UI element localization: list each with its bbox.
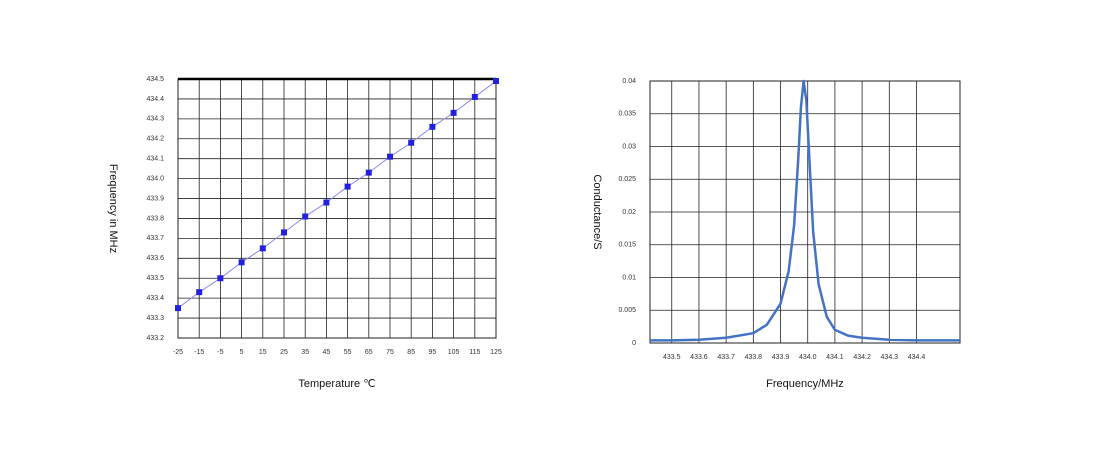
x-tick-label: -5 — [217, 349, 223, 356]
data-point — [281, 229, 287, 236]
data-point — [344, 183, 351, 190]
y-tick-label: 434.2 — [146, 136, 164, 143]
y-tick-label: 0.005 — [618, 307, 636, 314]
y-tick-label: 433.4 — [146, 295, 164, 302]
y-tick-label: 0.025 — [618, 176, 636, 183]
data-point — [471, 93, 478, 100]
x-axis-title: Frequency/MHz — [766, 378, 844, 390]
y-tick-label: 433.6 — [146, 255, 164, 262]
y-tick-label: 434.3 — [146, 116, 164, 123]
x-tick-label: 434.3 — [881, 354, 899, 361]
y-tick-label: 433.2 — [146, 335, 164, 342]
data-point — [238, 259, 245, 266]
x-tick-label: 434.1 — [826, 354, 844, 361]
y-axis-title: Frequency in MHz — [107, 164, 119, 253]
data-point — [429, 123, 436, 130]
data-point — [323, 199, 330, 206]
y-tick-label: 0.03 — [622, 143, 636, 150]
x-tick-label: 65 — [365, 349, 373, 356]
y-tick-label: 0.035 — [618, 111, 636, 118]
data-point — [302, 213, 309, 220]
y-tick-label: 433.3 — [146, 315, 164, 322]
data-point — [493, 77, 499, 84]
y-tick-label: 434.4 — [146, 96, 164, 103]
x-tick-label: 434.0 — [799, 354, 817, 361]
x-tick-label: 433.9 — [772, 354, 790, 361]
x-tick-label: 434.2 — [853, 354, 871, 361]
data-point — [217, 275, 224, 282]
x-axis-title: Temperature ℃ — [298, 378, 375, 390]
plot-frame — [177, 78, 497, 339]
x-tick-label: 35 — [301, 349, 309, 356]
x-tick-label: -25 — [173, 349, 183, 356]
plot-frame — [649, 80, 961, 344]
y-tick-label: 434.5 — [146, 76, 164, 83]
y-tick-label: 0.015 — [618, 242, 636, 249]
x-tick-label: 55 — [344, 349, 352, 356]
series-line — [650, 79, 960, 342]
data-point — [408, 139, 415, 146]
data-point — [175, 305, 181, 312]
x-tick-label: 45 — [323, 349, 331, 356]
x-tick-label: 25 — [280, 349, 288, 356]
x-tick-label: 433.7 — [717, 354, 735, 361]
data-point — [450, 109, 457, 116]
x-tick-label: 433.6 — [690, 354, 708, 361]
y-tick-label: 0.02 — [622, 209, 636, 216]
series-line — [177, 80, 497, 309]
y-tick-label: 433.8 — [146, 215, 164, 222]
x-tick-label: 85 — [407, 349, 415, 356]
x-tick-label: 433.5 — [663, 354, 681, 361]
y-tick-label: 0.01 — [622, 274, 636, 281]
x-tick-label: 15 — [259, 349, 267, 356]
data-point — [259, 245, 266, 252]
x-tick-label: 75 — [386, 349, 394, 356]
y-tick-label: 434.1 — [146, 156, 164, 163]
data-point — [196, 289, 203, 296]
y-tick-label: 0 — [632, 340, 636, 347]
y-tick-label: 433.7 — [146, 235, 164, 242]
x-tick-label: -15 — [194, 349, 204, 356]
data-point — [365, 169, 372, 176]
x-tick-label: 105 — [448, 349, 460, 356]
y-tick-label: 0.04 — [622, 78, 636, 85]
y-axis-title: Conductance/S — [591, 174, 603, 249]
x-tick-label: 5 — [240, 349, 244, 356]
x-tick-label: 433.8 — [745, 354, 763, 361]
x-tick-label: 125 — [490, 349, 502, 356]
x-tick-label: 115 — [469, 349, 480, 356]
x-tick-label: 434.4 — [908, 354, 926, 361]
data-point — [387, 153, 393, 160]
x-tick-label: 95 — [429, 349, 437, 356]
y-tick-label: 434.0 — [146, 175, 164, 182]
y-tick-label: 433.9 — [146, 195, 164, 202]
y-tick-label: 433.5 — [146, 275, 164, 282]
